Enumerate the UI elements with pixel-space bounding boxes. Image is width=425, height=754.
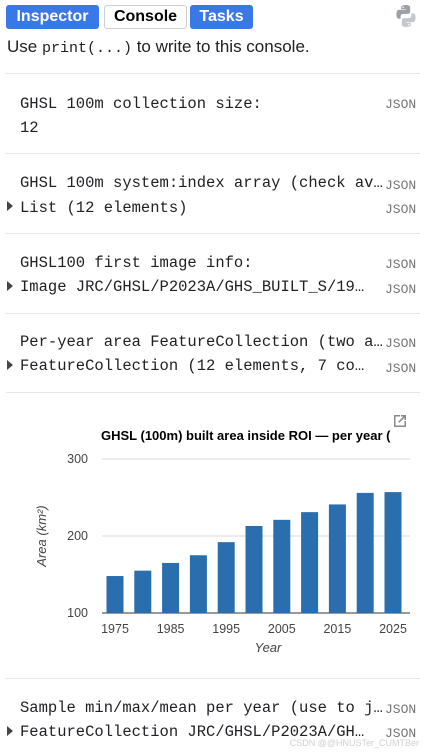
entry-value[interactable]: FeatureCollection JRC/GHSL/P2023A/GH…	[20, 723, 365, 741]
bar	[384, 492, 402, 613]
console-hint: Use print(...) to write to this console.	[7, 37, 310, 57]
x-tick-label: 2015	[323, 622, 351, 636]
bar	[217, 542, 235, 613]
x-tick-label: 1975	[101, 622, 129, 636]
divider	[6, 678, 420, 679]
y-axis-label: Area (km²)	[34, 505, 49, 567]
json-button[interactable]: JSON	[385, 282, 417, 297]
watermark: CSDN @@HNUSTer_CUMTBer	[289, 738, 419, 748]
tab-console[interactable]: Console	[104, 5, 187, 29]
tab-inspector[interactable]: Inspector	[6, 5, 99, 29]
expand-caret[interactable]	[7, 201, 13, 211]
json-button[interactable]: JSON	[385, 257, 417, 272]
bar-chart: 100 200 300 1975 1985 1995 2005 2015 2025 Year Are…	[34, 452, 410, 655]
expand-caret[interactable]	[7, 281, 13, 291]
entry-title: Per-year area FeatureCollection (two a…	[20, 333, 383, 351]
bar	[328, 504, 346, 613]
chart-title: GHSL (100m) built area inside ROI — per …	[101, 428, 391, 443]
y-tick-label: 100	[67, 606, 88, 620]
divider	[6, 153, 420, 154]
bar	[162, 562, 180, 613]
divider	[6, 233, 420, 234]
entry-value[interactable]: List (12 elements)	[20, 199, 188, 217]
json-button[interactable]: JSON	[385, 702, 417, 717]
hint-suffix: to write to this console.	[131, 37, 310, 56]
x-axis-label: Year	[255, 640, 282, 655]
divider	[6, 313, 420, 314]
hint-code: print(...)	[41, 40, 132, 57]
y-tick-label: 300	[67, 452, 88, 466]
entry-title: GHSL100 first image info:	[20, 254, 253, 272]
json-button[interactable]: JSON	[385, 178, 417, 193]
json-button[interactable]: JSON	[385, 336, 417, 351]
y-tick-label: 200	[67, 529, 88, 543]
json-button[interactable]: JSON	[385, 97, 417, 112]
entry-title: GHSL 100m collection size:	[20, 95, 262, 113]
bar	[106, 576, 124, 613]
x-tick-label: 2005	[268, 622, 296, 636]
bar	[134, 570, 152, 613]
entry-value[interactable]: FeatureCollection (12 elements, 7 co…	[20, 357, 365, 375]
expand-caret[interactable]	[7, 726, 13, 736]
x-tick-label: 1985	[157, 622, 185, 636]
bar	[245, 525, 263, 613]
entry-value[interactable]: Image JRC/GHSL/P2023A/GHS_BUILT_S/19…	[20, 278, 365, 296]
open-in-new-icon[interactable]	[391, 412, 409, 430]
divider	[6, 392, 420, 393]
entry-value: 12	[20, 119, 39, 137]
bar	[273, 519, 291, 613]
entry-title: GHSL 100m system:index array (check av…	[20, 174, 383, 192]
json-button[interactable]: JSON	[385, 361, 417, 376]
x-tick-label: 1995	[212, 622, 240, 636]
tab-tasks[interactable]: Tasks	[190, 5, 253, 29]
divider	[6, 73, 420, 74]
panel-tabbar: Inspector Console Tasks	[0, 0, 425, 34]
json-button[interactable]: JSON	[385, 202, 417, 217]
python-icon[interactable]	[393, 3, 419, 29]
json-button[interactable]: JSON	[385, 726, 417, 741]
entry-title: Sample min/max/mean per year (use to j…	[20, 699, 383, 717]
bar	[301, 512, 319, 613]
hint-prefix: Use	[7, 37, 42, 56]
expand-caret[interactable]	[7, 360, 13, 370]
bar	[189, 555, 207, 613]
bar	[356, 492, 374, 613]
x-tick-label: 2025	[379, 622, 407, 636]
